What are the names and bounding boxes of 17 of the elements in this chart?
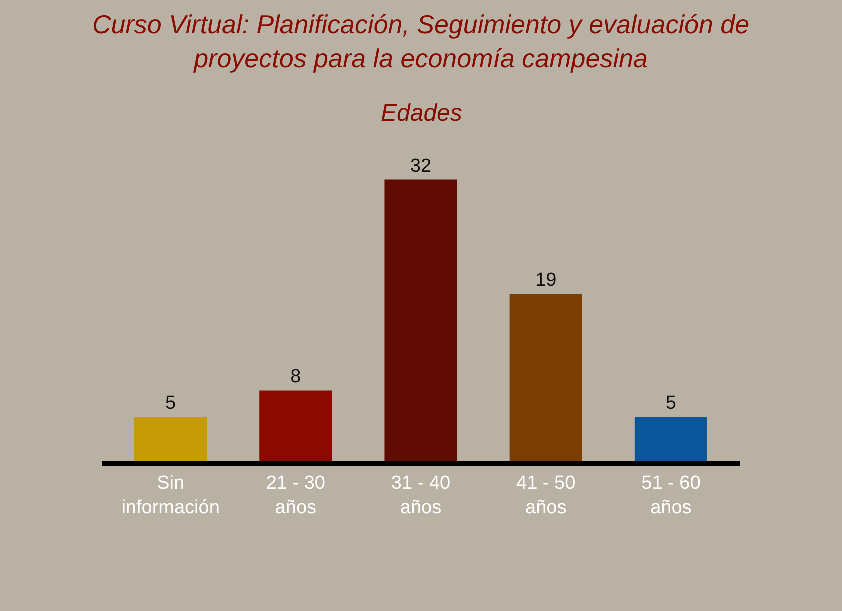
chart-subtitle: Edades (381, 100, 462, 127)
x-tick-label: 31 - 40 años (391, 472, 451, 518)
chart-title: Curso Virtual: Planificación, Seguimiento y evaluación de proyectos para la economía campesina (92, 10, 750, 74)
x-tick-label: 41 - 50 años (516, 472, 576, 518)
x-tick-label: 51 - 60 años (642, 472, 701, 518)
bar (634, 417, 708, 461)
x-tick-label: 21 - 30 años (266, 472, 326, 518)
bar (384, 180, 458, 461)
data-label: 19 (536, 270, 557, 292)
bar (134, 417, 208, 461)
data-label: 32 (410, 156, 432, 177)
data-label: 8 (290, 366, 302, 388)
bar (260, 390, 332, 461)
x-tick-label: Sin información (122, 472, 220, 518)
data-label: 5 (666, 393, 676, 414)
data-label: 5 (166, 393, 176, 414)
bar (510, 294, 582, 461)
